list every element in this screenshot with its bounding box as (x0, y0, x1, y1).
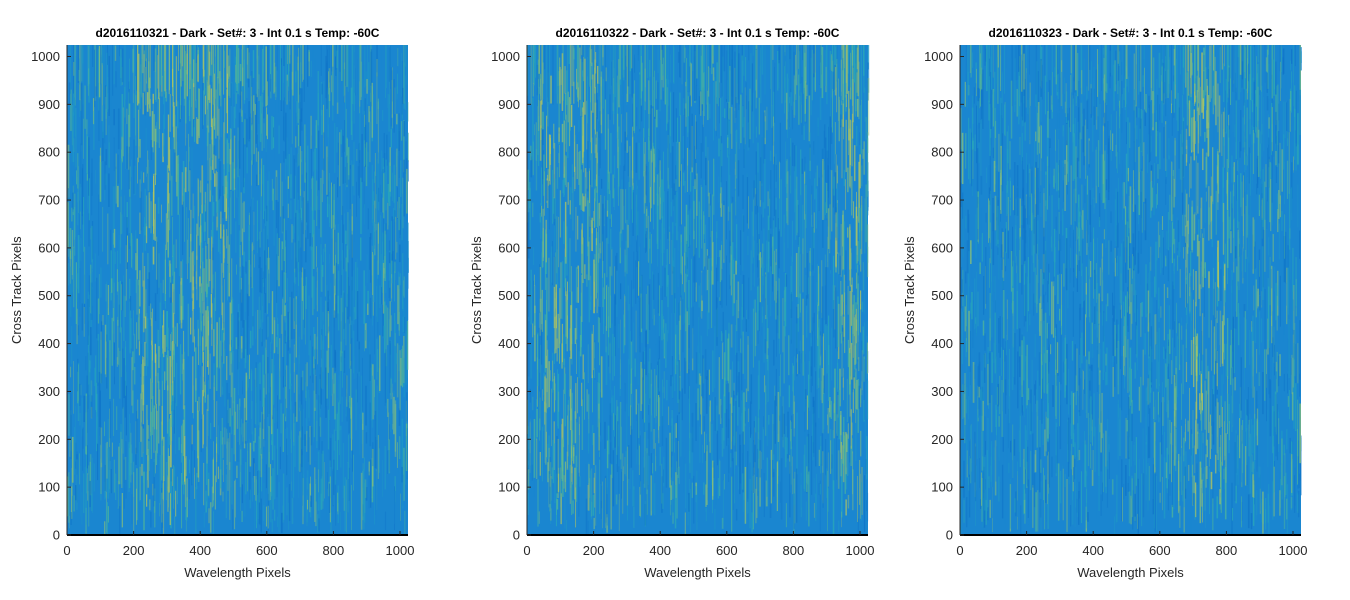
x-tick-label: 0 (956, 543, 963, 558)
y-tick-label: 600 (498, 240, 520, 255)
x-tick-label: 800 (323, 543, 345, 558)
heatmap-image (960, 45, 1302, 535)
y-tick-label: 800 (931, 145, 953, 160)
y-tick-label: 700 (38, 193, 60, 208)
y-tick-label: 800 (38, 145, 60, 160)
x-tick-label: 400 (189, 543, 211, 558)
y-tick-label: 1000 (924, 49, 953, 64)
x-tick-label: 0 (63, 543, 70, 558)
x-axis-label: Wavelength Pixels (184, 565, 291, 580)
y-tick-label: 400 (38, 336, 60, 351)
y-tick-label: 900 (38, 97, 60, 112)
y-tick-label: 1000 (31, 49, 60, 64)
chart-title: d2016110322 - Dark - Set#: 3 - Int 0.1 s… (555, 26, 840, 40)
x-tick-label: 1000 (846, 543, 875, 558)
y-tick-label: 400 (931, 336, 953, 351)
y-tick-label: 600 (38, 240, 60, 255)
x-tick-label: 600 (716, 543, 738, 558)
y-tick-label: 100 (498, 480, 520, 495)
y-tick-label: 500 (38, 288, 60, 303)
y-tick-label: 100 (931, 480, 953, 495)
x-tick-label: 400 (1082, 543, 1104, 558)
y-tick-label: 300 (931, 384, 953, 399)
y-tick-label: 600 (931, 240, 953, 255)
chart-title: d2016110323 - Dark - Set#: 3 - Int 0.1 s… (988, 26, 1273, 40)
x-axis-label: Wavelength Pixels (644, 565, 751, 580)
y-tick-label: 900 (931, 97, 953, 112)
heatmap-image (67, 45, 409, 535)
y-tick-label: 100 (38, 480, 60, 495)
y-tick-label: 200 (38, 432, 60, 447)
y-tick-label: 900 (498, 97, 520, 112)
y-tick-label: 200 (498, 432, 520, 447)
x-tick-label: 600 (256, 543, 278, 558)
y-tick-label: 200 (931, 432, 953, 447)
heatmap-image (527, 45, 870, 535)
y-tick-label: 400 (498, 336, 520, 351)
chart-title: d2016110321 - Dark - Set#: 3 - Int 0.1 s… (95, 26, 380, 40)
y-axis-label: Cross Track Pixels (902, 236, 917, 344)
x-tick-label: 400 (649, 543, 671, 558)
y-tick-label: 0 (946, 528, 953, 543)
x-tick-label: 1000 (386, 543, 415, 558)
x-tick-label: 200 (583, 543, 605, 558)
x-tick-label: 800 (1216, 543, 1238, 558)
x-tick-label: 200 (123, 543, 145, 558)
x-tick-label: 1000 (1279, 543, 1308, 558)
x-tick-label: 800 (783, 543, 805, 558)
y-tick-label: 500 (498, 288, 520, 303)
x-tick-label: 0 (523, 543, 530, 558)
y-tick-label: 700 (931, 193, 953, 208)
y-tick-label: 500 (931, 288, 953, 303)
y-tick-label: 800 (498, 145, 520, 160)
x-tick-label: 200 (1016, 543, 1038, 558)
y-tick-label: 1000 (491, 49, 520, 64)
y-tick-label: 700 (498, 193, 520, 208)
y-tick-label: 300 (38, 384, 60, 399)
y-tick-label: 0 (513, 528, 520, 543)
y-tick-label: 0 (53, 528, 60, 543)
x-tick-label: 600 (1149, 543, 1171, 558)
y-tick-label: 300 (498, 384, 520, 399)
x-axis-label: Wavelength Pixels (1077, 565, 1184, 580)
